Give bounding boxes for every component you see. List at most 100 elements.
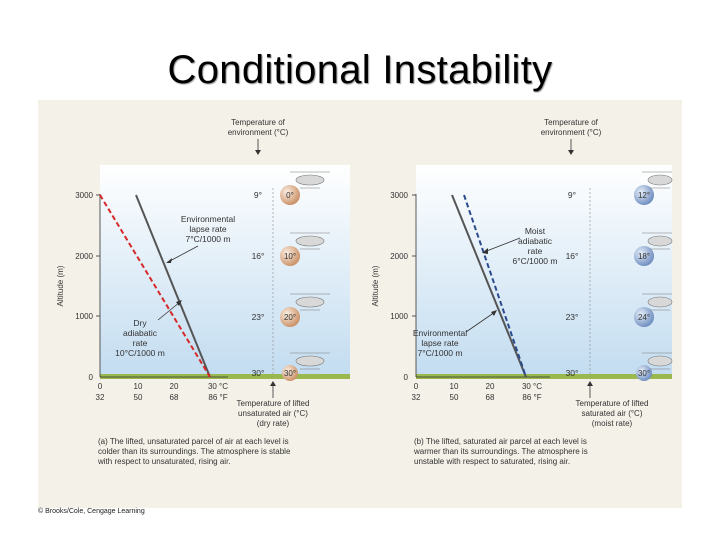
parcel-temp-1000: 20° xyxy=(284,313,296,322)
env-temp-0: 30° xyxy=(566,368,579,378)
x-tick-f-32: 32 xyxy=(412,393,421,402)
caption-line-1: (b) The lifted, saturated air parcel at … xyxy=(414,437,587,446)
helicopter-icon xyxy=(290,232,330,250)
parcel-ball-0 xyxy=(636,365,652,381)
panel-b: Temperature of environment (°C) 3000 200… xyxy=(360,100,682,508)
dry-rate-label-2: adiabatic xyxy=(123,328,158,338)
parcel-temp-3000: 0° xyxy=(286,191,294,200)
y-tick-3000: 3000 xyxy=(75,191,93,200)
panel-a: Temperature of environment (°C) 3000 200… xyxy=(38,100,360,508)
panel-a-diagram: Temperature of environment (°C) 3000 200… xyxy=(56,118,350,466)
dry-adiabatic-line xyxy=(99,194,211,378)
x-tick-c-10: 10 xyxy=(450,382,459,391)
moist-rate-label-3: rate xyxy=(528,246,543,256)
env-temp-1000: 23° xyxy=(252,312,265,322)
figure: Temperature of environment (°C) 3000 200… xyxy=(38,100,682,508)
x-tick-f-68: 68 xyxy=(486,393,495,402)
environmental-lapse-line xyxy=(135,194,211,378)
env-header-arrowhead xyxy=(255,150,261,155)
dry-rate-label-3: rate xyxy=(133,338,148,348)
y-tick-1000: 1000 xyxy=(75,312,93,321)
x-tick-f-86: 86 °F xyxy=(208,393,227,402)
moist-rate-pointer xyxy=(483,237,521,253)
y-tick-2000: 2000 xyxy=(75,252,93,261)
parcel-ball-1000 xyxy=(280,307,300,327)
caption-line-3: with respect to unsaturated, rising air. xyxy=(97,457,231,466)
x-tick-f-68: 68 xyxy=(170,393,179,402)
env-temp-0: 30° xyxy=(252,368,265,378)
env-rate-label-3: 7°C/1000 m xyxy=(186,234,231,244)
dry-rate-label-1: Dry xyxy=(133,318,147,328)
moist-rate-label-2: adiabatic xyxy=(518,236,553,246)
sky-area xyxy=(100,165,350,377)
parcel-header-2: unsaturated air (°C) xyxy=(238,409,308,418)
env-rate-label-2: lapse rate xyxy=(421,338,459,348)
helicopter-icon xyxy=(642,352,673,370)
environmental-lapse-line xyxy=(451,194,527,378)
ground-strip xyxy=(416,374,672,379)
parcel-header-1: Temperature of lifted xyxy=(576,399,649,408)
y-axis-label: Altitude (m) xyxy=(371,265,380,306)
env-rate-label-1: Environmental xyxy=(413,328,467,338)
env-rate-pointer xyxy=(465,311,496,333)
x-tick-f-32: 32 xyxy=(96,393,105,402)
y-tick-3000: 3000 xyxy=(390,191,408,200)
helicopter-icon xyxy=(290,171,330,189)
dry-rate-pointer xyxy=(157,301,181,321)
parcel-ball-0 xyxy=(282,365,298,381)
env-temp-3000: 9° xyxy=(568,190,576,200)
caption-line-2: warmer than its surroundings. The atmosp… xyxy=(413,447,588,456)
env-rate-label-1: Environmental xyxy=(181,214,235,224)
env-header-line1: Temperature of xyxy=(544,118,599,127)
moist-rate-label-4: 6°C/1000 m xyxy=(513,256,558,266)
x-tick-c-30: 30 °C xyxy=(208,382,228,391)
x-tick-f-50: 50 xyxy=(134,393,143,402)
x-tick-c-20: 20 xyxy=(170,382,179,391)
x-tick-c-10: 10 xyxy=(134,382,143,391)
caption-line-3: unstable with respect to saturated, risi… xyxy=(414,457,570,466)
y-tick-0: 0 xyxy=(89,373,94,382)
x-tick-f-86: 86 °F xyxy=(522,393,541,402)
parcel-header-2: saturated air (°C) xyxy=(582,409,643,418)
parcel-temp-2000: 18° xyxy=(638,252,650,261)
y-axis-label: Altitude (m) xyxy=(56,265,65,306)
x-tick-c-0: 0 xyxy=(414,382,419,391)
env-header-line1: Temperature of xyxy=(231,118,286,127)
y-tick-2000: 2000 xyxy=(390,252,408,261)
parcel-ball-1000 xyxy=(634,307,654,327)
moist-rate-label-1: Moist xyxy=(525,226,546,236)
x-tick-c-30: 30 °C xyxy=(522,382,542,391)
env-rate-pointer xyxy=(167,245,199,263)
moist-adiabatic-line xyxy=(463,194,527,378)
y-tick-0: 0 xyxy=(404,373,409,382)
helicopter-icon xyxy=(642,232,673,250)
y-tick-1000: 1000 xyxy=(390,312,408,321)
env-temp-3000: 9° xyxy=(254,190,262,200)
caption-line-1: (a) The lifted, unsaturated parcel of ai… xyxy=(98,437,289,446)
env-temp-2000: 16° xyxy=(566,251,579,261)
parcel-temp-0: 30° xyxy=(284,369,296,378)
x-tick-f-50: 50 xyxy=(450,393,459,402)
env-temp-2000: 16° xyxy=(252,251,265,261)
caption-line-2: colder than its surroundings. The atmosp… xyxy=(98,447,291,456)
copyright-credit: © Brooks/Cole, Cengage Learning xyxy=(38,508,145,515)
panel-b-diagram: Temperature of environment (°C) 3000 200… xyxy=(371,118,673,466)
helicopter-icon xyxy=(290,293,330,311)
parcel-ball-3000 xyxy=(634,185,654,205)
dry-rate-label-4: 10°C/1000 m xyxy=(115,348,165,358)
parcel-header-3: (moist rate) xyxy=(592,419,633,428)
parcel-temp-0: 30° xyxy=(638,369,650,378)
ground-strip xyxy=(100,374,350,379)
env-header-line2: environment (°C) xyxy=(541,128,602,137)
parcel-temp-2000: 10° xyxy=(284,252,296,261)
x-tick-c-20: 20 xyxy=(486,382,495,391)
sky-area xyxy=(416,165,672,377)
parcel-temp-1000: 24° xyxy=(638,313,650,322)
helicopter-icon xyxy=(642,293,673,311)
env-temp-1000: 23° xyxy=(566,312,579,322)
env-rate-label-3: 7°C/1000 m xyxy=(418,348,463,358)
x-tick-c-0: 0 xyxy=(98,382,103,391)
parcel-header-3: (dry rate) xyxy=(257,419,290,428)
parcel-ball-2000 xyxy=(280,246,300,266)
parcel-ball-3000 xyxy=(280,185,300,205)
